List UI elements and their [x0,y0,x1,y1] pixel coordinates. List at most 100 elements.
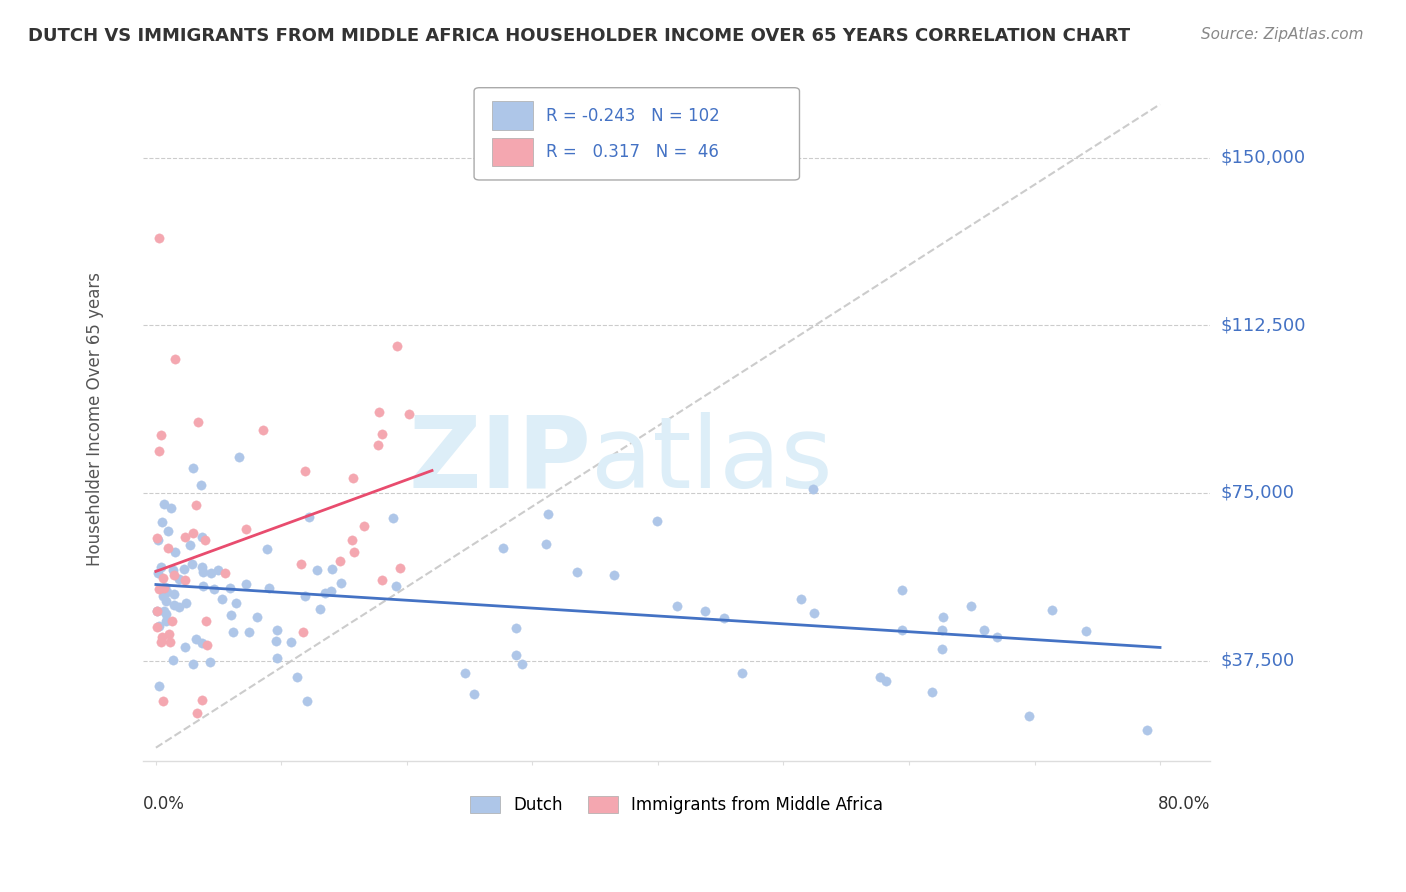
Point [228,450,250,464]
Point [181,460,204,475]
Point [181,657,204,671]
Point [309,601,332,615]
Point [214,566,236,580]
Point [163,598,186,612]
Point [159,635,181,649]
Point [454,666,477,681]
Point [211,592,233,607]
Text: 0.0%: 0.0% [143,796,186,814]
Point [246,610,269,624]
Point [235,577,257,591]
Point [149,428,172,442]
Point [565,566,588,580]
Point [207,563,229,577]
Point [353,518,375,533]
Point [181,526,204,541]
Point [194,615,217,629]
Point [176,596,198,610]
Point [163,568,186,582]
Point [157,541,180,555]
Point [295,694,318,708]
Point [973,623,995,637]
Point [367,404,389,418]
Point [155,607,177,621]
FancyBboxPatch shape [474,87,800,180]
Point [801,482,824,496]
Point [155,593,177,607]
Point [181,557,204,571]
Point [505,648,527,663]
Point [152,589,174,603]
Bar [492,102,533,130]
Point [225,596,247,610]
Point [150,630,173,644]
Point [536,536,558,550]
Point [190,636,212,650]
Text: R =   0.317   N =  46: R = 0.317 N = 46 [546,143,718,161]
Point [235,522,257,536]
Point [890,623,912,637]
Point [876,674,898,689]
Point [931,623,953,637]
Point [713,611,735,625]
Point [153,604,176,618]
Point [803,606,825,620]
Point [200,566,222,581]
Point [155,580,177,594]
Point [869,670,891,684]
Point [537,507,560,521]
Point [385,339,408,353]
Text: 80.0%: 80.0% [1159,796,1211,814]
Point [157,627,180,641]
Point [150,635,173,649]
Point [321,562,343,576]
Point [156,524,179,539]
Point [162,563,184,577]
Point [155,614,177,628]
Point [148,582,170,596]
Text: $150,000: $150,000 [1220,149,1306,167]
Point [200,655,222,669]
Point [305,563,328,577]
Point [146,620,169,634]
Point [266,651,288,665]
Point [342,471,364,485]
Point [152,694,174,708]
Point [932,610,955,624]
Point [931,642,953,657]
Point [1018,709,1040,723]
Point [152,571,174,585]
Point [194,533,217,547]
Point [163,545,186,559]
Point [184,498,207,512]
Point [329,554,352,568]
Point [146,533,169,547]
Point [153,497,176,511]
Point [382,511,405,525]
Point [187,415,209,429]
Point [153,581,176,595]
Point [1074,624,1097,639]
Text: ZIP: ZIP [409,412,592,508]
Point [219,608,242,623]
Point [510,657,533,671]
Point [789,591,811,606]
Point [148,231,170,245]
Point [463,687,485,701]
Point [730,665,752,680]
Point [193,579,215,593]
Point [184,632,207,646]
Text: Householder Income Over 65 years: Householder Income Over 65 years [86,272,104,566]
Text: R = -0.243   N = 102: R = -0.243 N = 102 [546,107,720,125]
Point [146,531,169,545]
Point [163,587,186,601]
Point [148,443,170,458]
Point [146,604,169,618]
Point [162,652,184,666]
Point [371,426,394,441]
Point [169,572,191,586]
Text: atlas: atlas [592,412,834,508]
Text: $112,500: $112,500 [1220,317,1306,334]
Point [191,693,214,707]
Point [891,583,914,598]
